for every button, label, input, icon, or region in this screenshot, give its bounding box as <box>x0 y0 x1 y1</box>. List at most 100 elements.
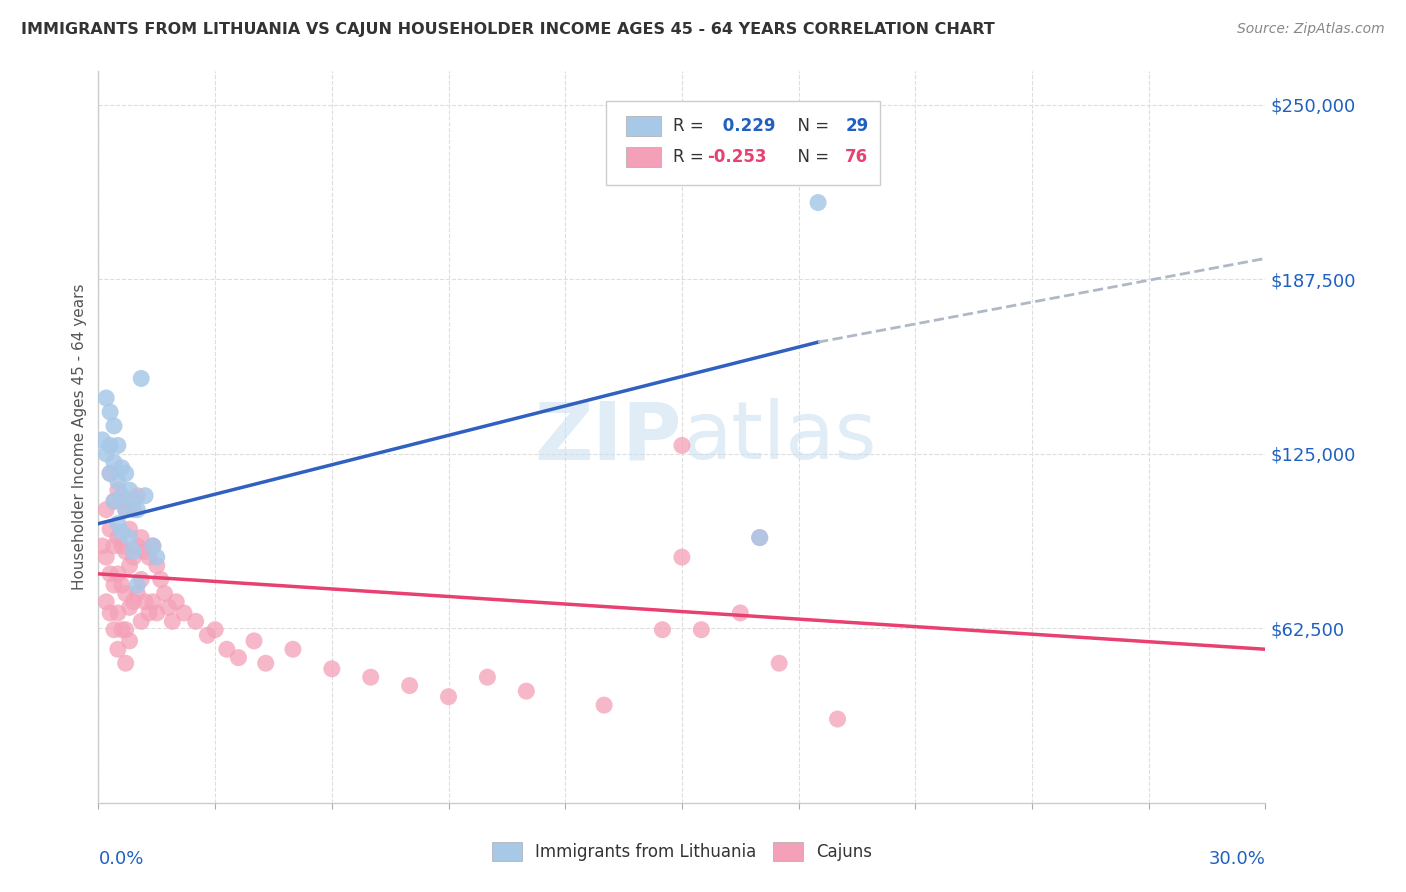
Point <box>114 502 136 516</box>
Point <box>111 623 134 637</box>
Point <box>103 455 125 469</box>
Legend: Immigrants from Lithuania, Cajuns: Immigrants from Lithuania, Cajuns <box>485 835 879 868</box>
Point <box>98 467 121 481</box>
Point <box>690 623 713 637</box>
Point <box>91 539 114 553</box>
Text: 29: 29 <box>845 117 869 136</box>
Point <box>398 679 420 693</box>
Point <box>671 550 693 565</box>
Point <box>114 502 136 516</box>
Point <box>651 623 673 637</box>
Point <box>827 712 849 726</box>
Point <box>149 573 172 587</box>
Point <box>118 483 141 497</box>
Point <box>127 586 149 600</box>
Point <box>153 586 176 600</box>
Point <box>111 460 134 475</box>
Point <box>127 578 149 592</box>
Point <box>107 566 129 581</box>
Point <box>107 606 129 620</box>
Point <box>114 544 136 558</box>
Text: IMMIGRANTS FROM LITHUANIA VS CAJUN HOUSEHOLDER INCOME AGES 45 - 64 YEARS CORRELA: IMMIGRANTS FROM LITHUANIA VS CAJUN HOUSE… <box>21 22 995 37</box>
Text: R =: R = <box>672 117 709 136</box>
Text: N =: N = <box>787 148 834 166</box>
Point <box>118 531 141 545</box>
Point <box>142 595 165 609</box>
Point <box>98 522 121 536</box>
Point <box>114 623 136 637</box>
Point <box>111 578 134 592</box>
Point <box>243 633 266 648</box>
Point <box>98 405 121 419</box>
Point <box>129 531 152 545</box>
Point <box>129 371 152 385</box>
Point <box>807 195 830 210</box>
FancyBboxPatch shape <box>606 101 880 185</box>
Point <box>129 615 152 629</box>
Point <box>107 642 129 657</box>
Point <box>173 606 195 620</box>
Point <box>96 447 118 461</box>
Text: ZIP: ZIP <box>534 398 682 476</box>
Point <box>103 494 125 508</box>
Point <box>103 623 125 637</box>
Point <box>111 524 134 539</box>
Point <box>111 494 134 508</box>
Point <box>107 438 129 452</box>
Point <box>321 662 343 676</box>
Point <box>114 657 136 671</box>
Point <box>146 558 169 573</box>
Point <box>127 502 149 516</box>
Point <box>107 475 129 489</box>
Point <box>281 642 304 657</box>
Point <box>98 438 121 452</box>
Point <box>118 600 141 615</box>
Point <box>215 642 238 657</box>
Point <box>107 516 129 531</box>
Text: 30.0%: 30.0% <box>1209 850 1265 868</box>
Point <box>103 539 125 553</box>
Point <box>114 586 136 600</box>
Text: Source: ZipAtlas.com: Source: ZipAtlas.com <box>1237 22 1385 37</box>
Point <box>122 595 145 609</box>
Point <box>122 502 145 516</box>
Point <box>118 558 141 573</box>
Text: N =: N = <box>787 117 834 136</box>
Point <box>134 595 156 609</box>
Point <box>107 531 129 545</box>
Point <box>98 566 121 581</box>
Point <box>146 550 169 565</box>
Point <box>122 494 145 508</box>
Bar <box>626 116 661 136</box>
Point <box>477 670 499 684</box>
Point <box>157 600 180 615</box>
Point <box>748 531 770 545</box>
Point <box>118 522 141 536</box>
Point <box>748 531 770 545</box>
Point <box>162 615 184 629</box>
Text: R =: R = <box>672 148 709 166</box>
Point <box>768 657 790 671</box>
Point <box>103 578 125 592</box>
Point <box>671 438 693 452</box>
Point <box>138 550 160 565</box>
Point <box>98 606 121 620</box>
Y-axis label: Householder Income Ages 45 - 64 years: Householder Income Ages 45 - 64 years <box>72 284 87 591</box>
Point <box>127 489 149 503</box>
Point <box>142 539 165 553</box>
Point <box>111 539 134 553</box>
Point <box>96 550 118 565</box>
Point <box>129 573 152 587</box>
Point <box>122 550 145 565</box>
Point <box>730 606 752 620</box>
Point <box>91 433 114 447</box>
Point <box>165 595 187 609</box>
Point <box>96 391 118 405</box>
Point <box>122 544 145 558</box>
Point <box>254 657 277 671</box>
Text: -0.253: -0.253 <box>707 148 768 166</box>
Point <box>138 606 160 620</box>
Bar <box>626 146 661 167</box>
Point <box>593 698 616 712</box>
Point <box>360 670 382 684</box>
